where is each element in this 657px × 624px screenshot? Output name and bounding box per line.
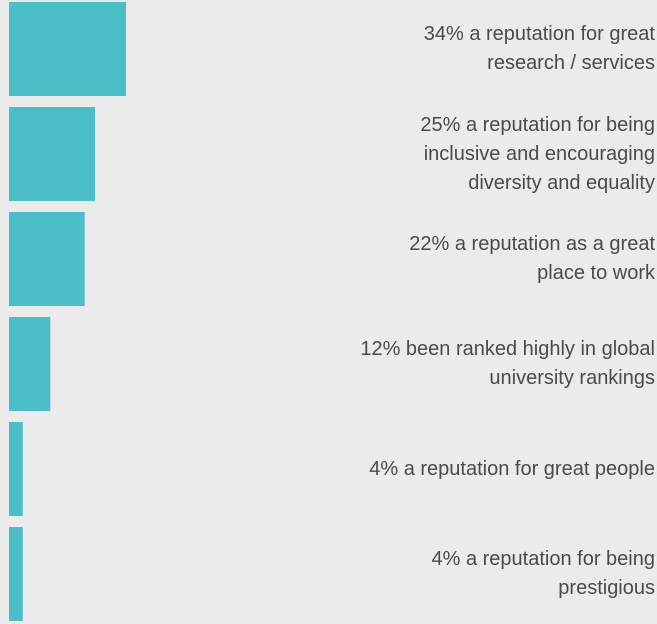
value-label: 4% bbox=[431, 548, 461, 570]
bar bbox=[9, 2, 126, 96]
label-text: 4% a reputation for being prestigious bbox=[360, 545, 656, 603]
bar-label: 25% a reputation for being inclusive and… bbox=[360, 107, 655, 201]
bar-label: 22% a reputation as a great place to wor… bbox=[360, 212, 655, 306]
bar-label: 4% a reputation for great people bbox=[360, 422, 655, 516]
label-text: 22% a reputation as a great place to wor… bbox=[360, 230, 655, 288]
value-label: 12% bbox=[360, 338, 401, 360]
category-label: a reputation as a great place to work bbox=[454, 233, 655, 284]
category-label: a reputation for great research / servic… bbox=[469, 23, 655, 74]
label-text: 4% a reputation for great people bbox=[360, 455, 655, 484]
bar bbox=[9, 527, 23, 621]
category-label: a reputation for great people bbox=[403, 457, 655, 480]
bar bbox=[9, 212, 85, 306]
value-label: 4% bbox=[369, 457, 399, 480]
bar bbox=[9, 317, 51, 411]
value-label: 34% bbox=[423, 23, 464, 45]
category-label: a reputation for being inclusive and enc… bbox=[423, 113, 655, 194]
category-label: been ranked highly in global university … bbox=[405, 338, 655, 389]
bar-label: 34% a reputation for great research / se… bbox=[360, 2, 655, 96]
bar-label: 12% been ranked highly in global univers… bbox=[360, 317, 655, 411]
value-label: 25% bbox=[420, 113, 461, 136]
category-label: a reputation for being prestigious bbox=[465, 548, 655, 599]
label-text: 25% a reputation for being inclusive and… bbox=[360, 111, 655, 198]
bar bbox=[9, 422, 23, 516]
value-label: 22% bbox=[409, 233, 450, 255]
label-text: 34% a reputation for great research / se… bbox=[360, 20, 655, 78]
bar-label: 4% a reputation for being prestigious bbox=[360, 527, 656, 621]
bar bbox=[9, 107, 96, 201]
label-text: 12% been ranked highly in global univers… bbox=[360, 335, 655, 393]
